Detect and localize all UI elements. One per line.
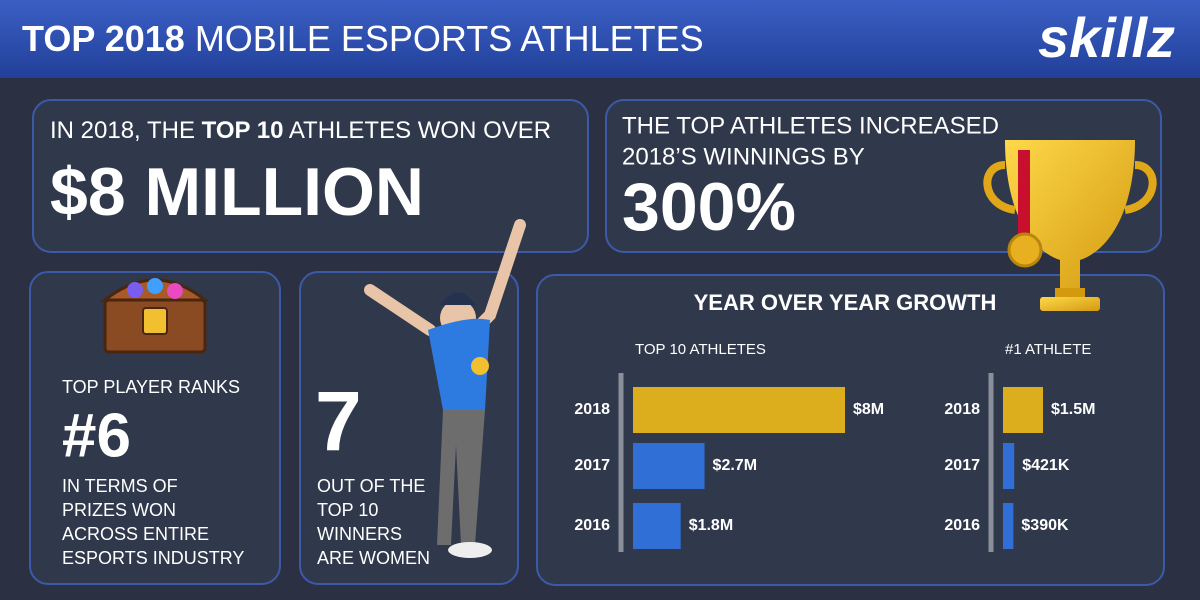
data-label: $2.7M <box>713 457 757 474</box>
text: 2018’S WINNINGS BY <box>622 143 865 170</box>
bar <box>1003 387 1043 433</box>
data-label: $421K <box>1022 457 1070 474</box>
card <box>29 271 281 585</box>
text: ESPORTS INDUSTRY <box>62 548 244 568</box>
text: WINNERS <box>317 524 402 544</box>
chest-icon <box>100 278 210 354</box>
chart-section-title: YEAR OVER YEAR GROWTH <box>694 290 997 315</box>
winnings-line: IN 2018, THE TOP 10 ATHLETES WON OVER <box>50 117 551 144</box>
data-label: $8M <box>853 401 884 418</box>
y-tick-label: 2018 <box>574 401 610 418</box>
data-label: $390K <box>1021 517 1069 534</box>
bar <box>1003 503 1014 549</box>
text: IN 2018, THE <box>50 117 195 144</box>
title-rest: MOBILE ESPORTS ATHLETES <box>195 18 704 59</box>
title-bold: TOP 2018 <box>22 18 185 59</box>
big-number: 300% <box>622 169 796 245</box>
card <box>536 274 1165 586</box>
y-tick-label: 2016 <box>944 517 980 534</box>
y-tick-label: 2018 <box>944 401 980 418</box>
text: TOP 10 <box>317 500 378 520</box>
header-band <box>0 0 1200 78</box>
data-label: $1.5M <box>1051 401 1095 418</box>
trophy-icon <box>983 140 1157 311</box>
y-tick-label: 2017 <box>574 457 610 474</box>
big-number: $8 MILLION <box>50 154 424 230</box>
y-tick-label: 2016 <box>574 517 610 534</box>
bar <box>633 443 705 489</box>
text: OUT OF THE <box>317 476 425 496</box>
header-title: TOP 2018 MOBILE ESPORTS ATHLETES <box>22 18 704 59</box>
chart-title: TOP 10 ATHLETES <box>635 341 766 358</box>
text: TOP 10 <box>202 117 284 144</box>
big-number: #6 <box>62 401 131 470</box>
bar <box>1003 443 1015 489</box>
big-number: 7 <box>315 374 362 468</box>
bar <box>633 503 681 549</box>
text: ACROSS ENTIRE <box>62 524 209 544</box>
logo: skillz <box>1038 6 1175 69</box>
text: TOP PLAYER RANKS <box>62 377 240 397</box>
athlete-icon <box>364 219 526 558</box>
text: IN TERMS OF <box>62 476 178 496</box>
chart-title: #1 ATHLETE <box>1005 341 1091 358</box>
text: ARE WOMEN <box>317 548 430 568</box>
text: PRIZES WON <box>62 500 176 520</box>
text: THE TOP ATHLETES INCREASED <box>622 112 999 139</box>
text: ATHLETES WON OVER <box>289 117 551 144</box>
card <box>32 99 589 253</box>
bar <box>633 387 845 433</box>
data-label: $1.8M <box>689 517 733 534</box>
y-tick-label: 2017 <box>944 457 980 474</box>
